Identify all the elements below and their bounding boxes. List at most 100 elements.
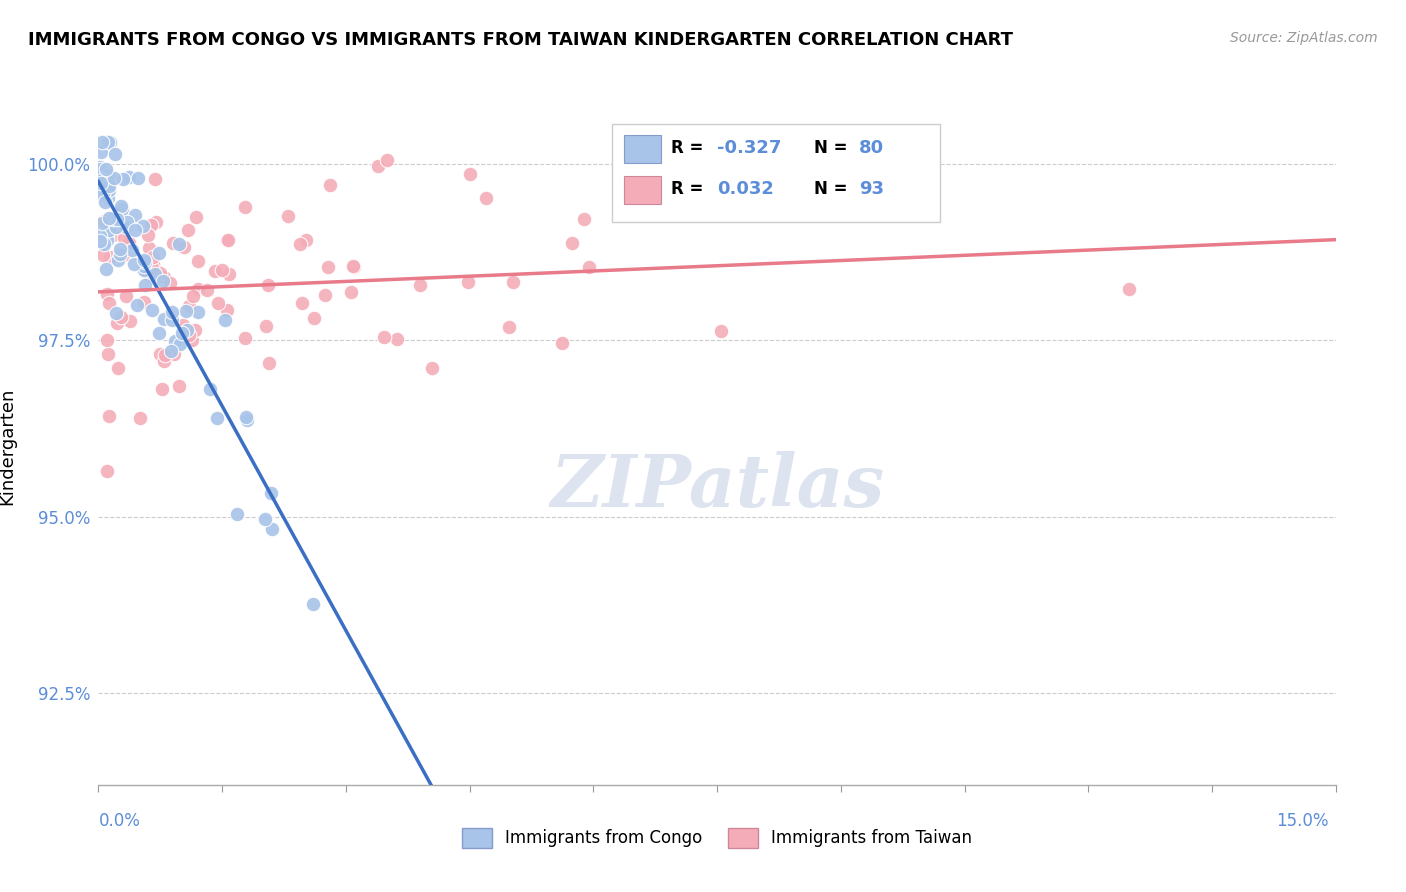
Point bbox=[90, 145, 112, 159]
Point bbox=[572, 211, 595, 226]
Point bbox=[1118, 282, 1140, 296]
Point bbox=[97, 136, 120, 150]
Point bbox=[170, 326, 193, 340]
Point bbox=[120, 314, 142, 328]
Point bbox=[177, 299, 200, 313]
Point bbox=[195, 283, 218, 297]
Point bbox=[177, 223, 200, 237]
Bar bbox=[612, 124, 939, 222]
Point bbox=[302, 310, 325, 325]
Point bbox=[91, 136, 114, 150]
Text: -0.327: -0.327 bbox=[717, 139, 782, 157]
Point bbox=[142, 257, 165, 271]
Point bbox=[132, 295, 155, 310]
Point bbox=[217, 303, 239, 318]
Point bbox=[97, 183, 120, 197]
Point bbox=[294, 233, 316, 247]
Point bbox=[235, 410, 257, 425]
Point bbox=[169, 337, 191, 351]
Point bbox=[458, 167, 481, 181]
Point bbox=[318, 178, 340, 193]
Text: IMMIGRANTS FROM CONGO VS IMMIGRANTS FROM TAIWAN KINDERGARTEN CORRELATION CHART: IMMIGRANTS FROM CONGO VS IMMIGRANTS FROM… bbox=[28, 31, 1014, 49]
Point bbox=[90, 177, 112, 191]
Point bbox=[145, 267, 167, 281]
Point bbox=[90, 173, 112, 187]
Point bbox=[132, 253, 155, 268]
Point bbox=[181, 288, 204, 302]
Point bbox=[187, 254, 209, 268]
Point bbox=[342, 260, 364, 274]
Point bbox=[163, 334, 186, 348]
Point bbox=[288, 236, 311, 251]
Point bbox=[105, 316, 128, 330]
Point bbox=[110, 310, 132, 324]
Point bbox=[141, 260, 163, 275]
Point bbox=[112, 230, 135, 244]
Point bbox=[457, 275, 479, 289]
Point bbox=[215, 233, 238, 247]
Point bbox=[551, 335, 574, 350]
Point bbox=[159, 276, 181, 290]
Point bbox=[110, 199, 132, 213]
Text: R =: R = bbox=[671, 139, 710, 157]
Point bbox=[105, 211, 128, 226]
Point bbox=[110, 243, 132, 257]
Point bbox=[89, 160, 111, 174]
Text: 93: 93 bbox=[859, 180, 884, 198]
Point bbox=[277, 210, 299, 224]
Point bbox=[152, 269, 174, 284]
Point bbox=[145, 172, 167, 186]
Point bbox=[160, 343, 183, 358]
Point bbox=[160, 304, 183, 318]
Point bbox=[174, 304, 197, 318]
Point bbox=[93, 237, 115, 252]
Text: 0.0%: 0.0% bbox=[98, 812, 141, 830]
Point bbox=[474, 192, 496, 206]
Point bbox=[94, 261, 117, 276]
Point bbox=[184, 210, 207, 224]
Point bbox=[124, 208, 146, 222]
Text: 15.0%: 15.0% bbox=[1277, 812, 1329, 830]
Point bbox=[214, 312, 236, 326]
Point bbox=[132, 259, 155, 273]
Point bbox=[260, 486, 283, 500]
Point bbox=[233, 200, 256, 214]
Point bbox=[124, 223, 146, 237]
Point bbox=[111, 202, 134, 216]
Y-axis label: Kindergarten: Kindergarten bbox=[0, 387, 15, 505]
Point bbox=[153, 349, 176, 363]
Point bbox=[167, 236, 190, 251]
Point bbox=[138, 241, 160, 255]
Text: N =: N = bbox=[814, 180, 853, 198]
Text: R =: R = bbox=[671, 180, 710, 198]
Point bbox=[136, 228, 159, 243]
Point bbox=[132, 263, 155, 277]
Point bbox=[98, 211, 121, 225]
Point bbox=[128, 410, 150, 425]
Point bbox=[105, 219, 128, 234]
Point bbox=[115, 214, 138, 228]
Point bbox=[314, 288, 336, 302]
Point bbox=[578, 260, 600, 275]
Point bbox=[176, 323, 198, 337]
Bar bbox=[624, 176, 661, 204]
Point bbox=[367, 159, 389, 173]
Point bbox=[90, 162, 112, 177]
Point bbox=[207, 295, 229, 310]
Point bbox=[204, 264, 226, 278]
Point bbox=[91, 216, 114, 230]
Point bbox=[373, 330, 395, 344]
Point bbox=[184, 322, 207, 336]
Point bbox=[152, 274, 174, 288]
Point bbox=[98, 409, 121, 423]
Legend: Immigrants from Congo, Immigrants from Taiwan: Immigrants from Congo, Immigrants from T… bbox=[456, 821, 979, 855]
Text: 80: 80 bbox=[859, 139, 884, 157]
Point bbox=[136, 260, 159, 274]
Point bbox=[148, 246, 170, 260]
Point bbox=[104, 214, 127, 228]
Point bbox=[163, 347, 186, 361]
Point bbox=[97, 347, 120, 361]
Point bbox=[152, 312, 174, 326]
Point bbox=[291, 296, 314, 310]
Point bbox=[177, 327, 200, 342]
